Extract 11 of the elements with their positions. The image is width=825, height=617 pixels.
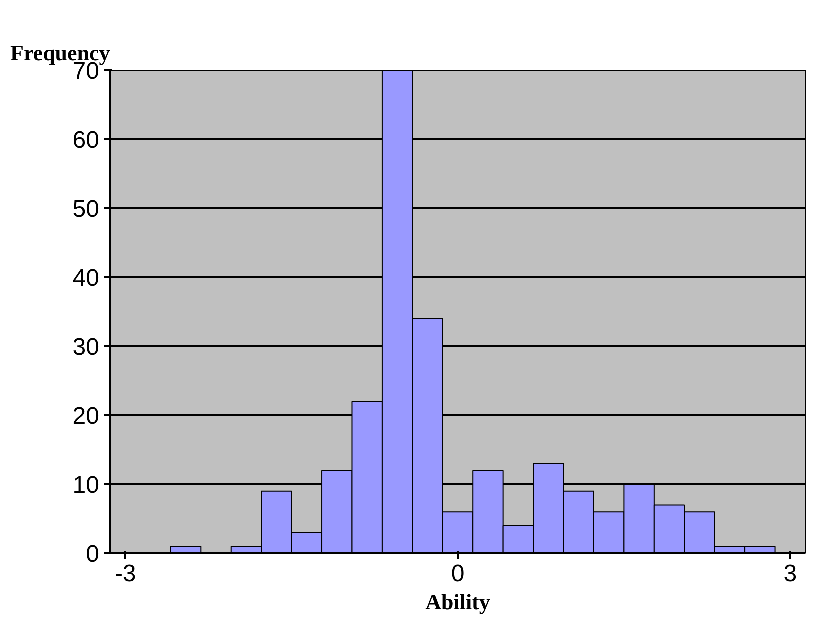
y-tick-label: 50 <box>72 196 100 223</box>
y-tick-label: 40 <box>72 265 100 292</box>
y-tick-label: 60 <box>72 127 100 154</box>
y-tick-label: 30 <box>72 334 100 361</box>
y-tick-label: 20 <box>72 403 100 430</box>
x-tick-label: 0 <box>451 560 465 588</box>
y-tick-label: 0 <box>86 541 100 568</box>
x-axis-title: Ability <box>426 590 490 614</box>
x-tick-label: -3 <box>114 560 136 588</box>
x-tick-label: 3 <box>784 560 798 588</box>
y-tick-label: 10 <box>72 472 100 499</box>
